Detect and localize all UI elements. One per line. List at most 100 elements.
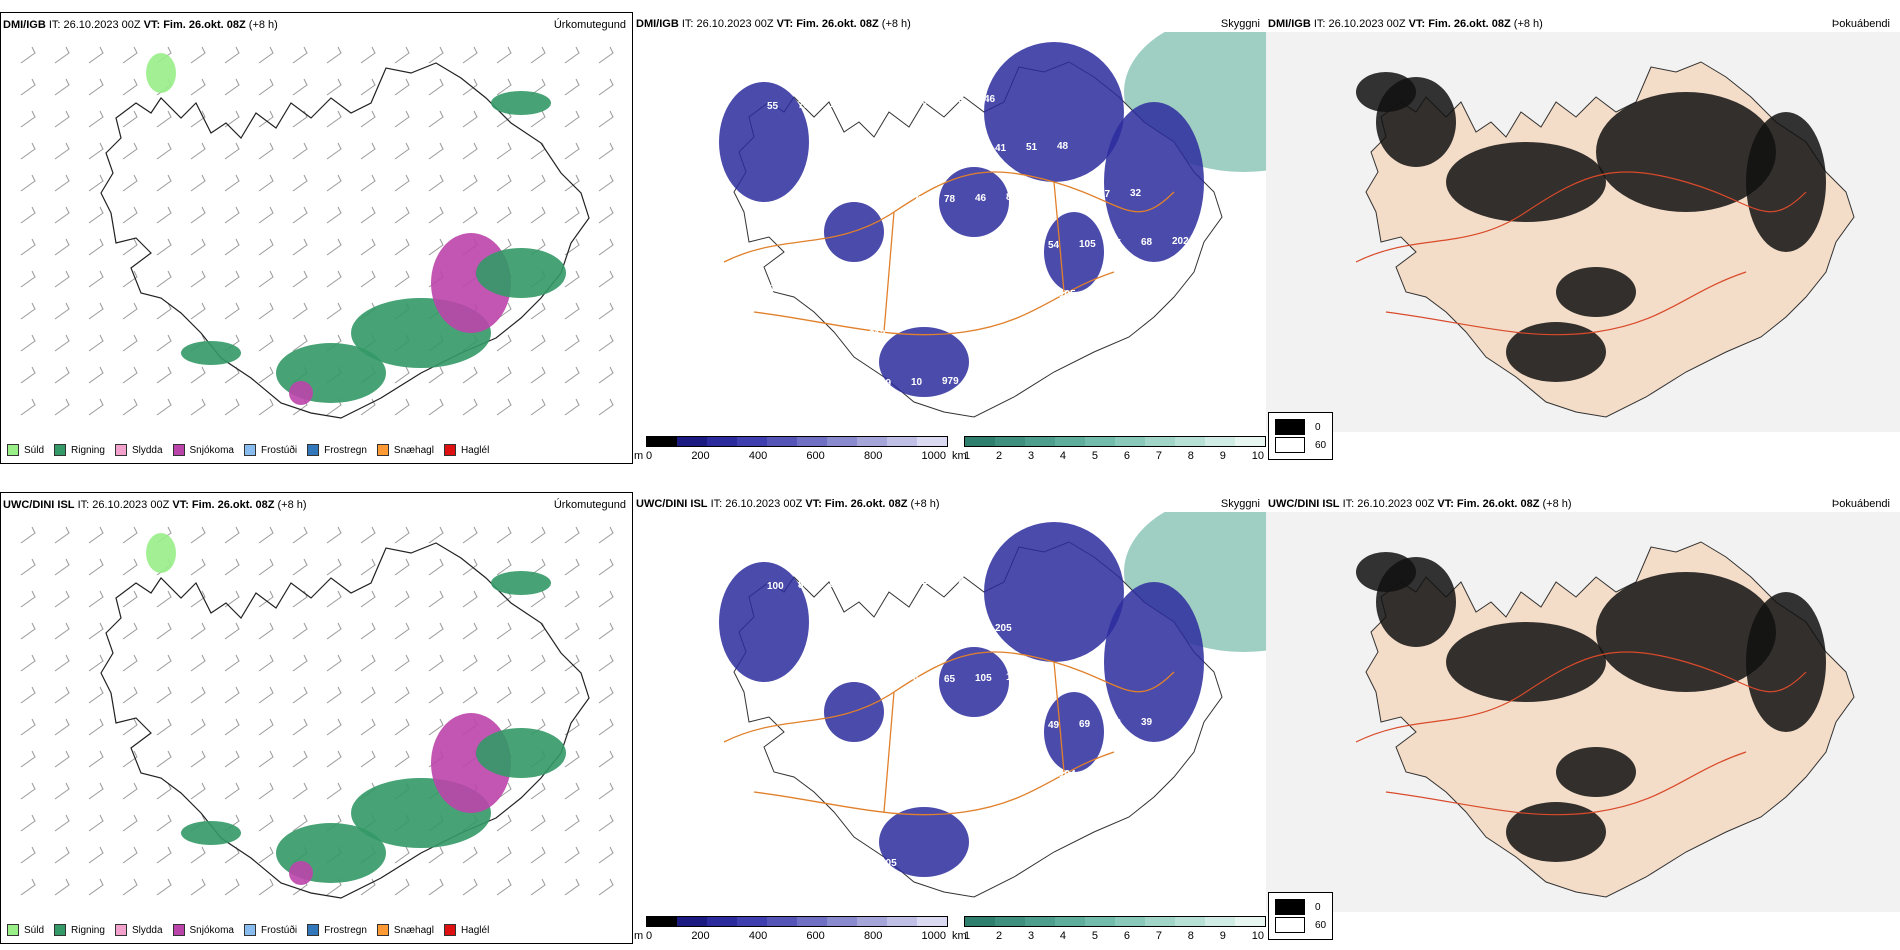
cloud-base-label: 90 xyxy=(849,859,861,870)
cloud-base-area xyxy=(879,807,969,877)
cloud-base-label: 51 xyxy=(840,148,852,159)
cloud-base-label: 80 xyxy=(860,578,872,589)
valid-time: VT: Fim. 26.okt. 08Z xyxy=(1437,498,1540,510)
colorbar-tick: 8 xyxy=(1187,450,1194,462)
colorbar-cell xyxy=(767,917,797,926)
legend-swatch xyxy=(243,444,256,456)
colorbar-ticks: 0 200 400 600 800 1000 xyxy=(646,450,946,462)
fog-area xyxy=(1506,322,1606,382)
cloud-base-label: 105 xyxy=(1059,289,1076,300)
cloud-base-label: 110 xyxy=(1163,815,1180,826)
legend-swatch xyxy=(376,924,389,936)
cloud-base-area xyxy=(719,562,809,682)
cloud-base-label: 86 xyxy=(798,580,810,591)
cloud-base-label: 53 xyxy=(953,95,965,106)
precip-area xyxy=(491,91,551,115)
colorbar-unit: m xyxy=(634,450,644,462)
cloud-base-label: 51 xyxy=(922,96,934,107)
precip-legend: Súld Rigning Slydda Snjókoma Frostúði Frostre… xyxy=(1,437,632,463)
cloud-base-label: 40 xyxy=(807,331,819,342)
colorbar-cell xyxy=(1205,917,1235,926)
legend-label: Snæhagl xyxy=(393,924,434,936)
colorbar-cell xyxy=(917,917,947,926)
cloud-base-label: 74 xyxy=(986,722,998,733)
cloud-base-label: 103 xyxy=(829,99,846,110)
colorbar-tick: 8 xyxy=(1187,930,1194,942)
colorbar-ticks: 1 2 3 4 5 6 7 8 9 10 xyxy=(964,450,1264,462)
legend-swatch xyxy=(114,444,127,456)
cloud-base-label: 162 xyxy=(776,812,793,823)
legend-swatch xyxy=(172,444,185,456)
valid-time: VT: Fim. 26.okt. 08Z xyxy=(776,18,879,30)
cloud-base-area xyxy=(939,647,1009,717)
colorbar-cell xyxy=(857,917,887,926)
colorbar-tick: 9 xyxy=(1219,450,1226,462)
fog-panel-row1: DMI/IGB IT: 26.10.2023 00Z VT: Fim. 26.o… xyxy=(1266,12,1900,464)
cloud-map: 95 100 102 99 74 104 92 82 86 87 65 89 83 110 88 86 122 1… xyxy=(694,512,1266,898)
fog-area xyxy=(1596,572,1776,692)
legend-item: Frostúði xyxy=(243,924,297,936)
cloud-base-label: 46 xyxy=(1121,287,1133,298)
cloud-base-label: 39 xyxy=(1141,717,1153,728)
colorbar-tick: 400 xyxy=(748,930,768,942)
road-network xyxy=(723,651,1175,816)
colorbar-cell xyxy=(797,917,827,926)
panel-header: UWC/DINI ISL IT: 26.10.2023 00Z VT: Fim.… xyxy=(636,498,940,510)
cloud-base-label: 53 xyxy=(860,98,872,109)
cloud-base-label: 82 xyxy=(1037,191,1049,202)
fog-area xyxy=(1446,142,1606,222)
colorbar-cell xyxy=(647,917,677,926)
colorbar-cell xyxy=(677,437,707,446)
colorbar-cell xyxy=(1235,437,1265,446)
cloud-base-label: 191 xyxy=(723,235,740,246)
colorbar-cell xyxy=(965,437,995,446)
colorbar-unit: km xyxy=(952,450,967,462)
init-time: IT: 26.10.2023 00Z xyxy=(710,498,803,510)
cloud-base-label: 36 xyxy=(1110,718,1122,729)
cloud-base-label: 77 xyxy=(913,195,925,206)
colorbar-tick: 3 xyxy=(1027,450,1035,462)
cloud-base-label: 55 xyxy=(1110,238,1122,249)
legend-label: Frostregn xyxy=(324,924,367,936)
legend-item: Súld xyxy=(7,444,44,456)
legend-item: Frostregn xyxy=(307,444,367,456)
cloud-base-label: 136 xyxy=(902,146,919,157)
cloud-base-label: 45 xyxy=(1068,670,1080,681)
fog-swatch-60 xyxy=(1275,917,1305,933)
cloud-base-label: 115 xyxy=(765,283,782,294)
cloud-base-label: 105 xyxy=(880,858,897,869)
fog-area xyxy=(1746,592,1826,732)
cloud-base-area xyxy=(984,42,1124,182)
panel-header: DMI/IGB IT: 26.10.2023 00Z VT: Fim. 26.o… xyxy=(3,19,278,31)
colorbar-cell xyxy=(737,917,767,926)
cloud-base-label: 134 xyxy=(933,625,950,636)
valid-time: VT: Fim. 26.okt. 08Z xyxy=(172,499,275,511)
legend-swatch xyxy=(172,924,185,936)
model-name: UWC/DINI ISL xyxy=(636,498,708,510)
fog-map xyxy=(1266,32,1900,432)
cloud-base-area xyxy=(1104,582,1204,742)
cloud-base-label: 104 xyxy=(1059,769,1076,780)
cloud-base-label: 50 xyxy=(964,624,976,635)
precip-area xyxy=(476,248,566,298)
cloud-base-label: 100 xyxy=(787,861,804,872)
legend-swatch xyxy=(243,924,256,936)
panel-title: Þokuábendi xyxy=(1831,498,1890,510)
precip-area xyxy=(181,821,241,845)
colorbar-cell xyxy=(797,437,827,446)
cloud-base-label: 87 xyxy=(703,285,715,296)
legend-item: Frostúði xyxy=(243,444,297,456)
legend-label: Snjókoma xyxy=(189,924,234,936)
colorbar-cell xyxy=(827,917,857,926)
legend-swatch xyxy=(114,924,127,936)
fog-legend: 0 60 xyxy=(1268,892,1334,940)
colorbar-cell xyxy=(1055,917,1085,926)
fog-legend-label: 60 xyxy=(1315,439,1327,451)
road-network xyxy=(1355,171,1807,336)
cloud-base-label: 46 xyxy=(984,94,996,105)
cloud-base-label: 95 xyxy=(694,534,706,545)
cloud-base-label: 205 xyxy=(995,623,1012,634)
colorbar-cell xyxy=(1175,437,1205,446)
cloud-panel-row2: UWC/DINI ISL IT: 26.10.2023 00Z VT: Fim.… xyxy=(634,492,1266,944)
cloud-base-label: 72 xyxy=(734,284,746,295)
